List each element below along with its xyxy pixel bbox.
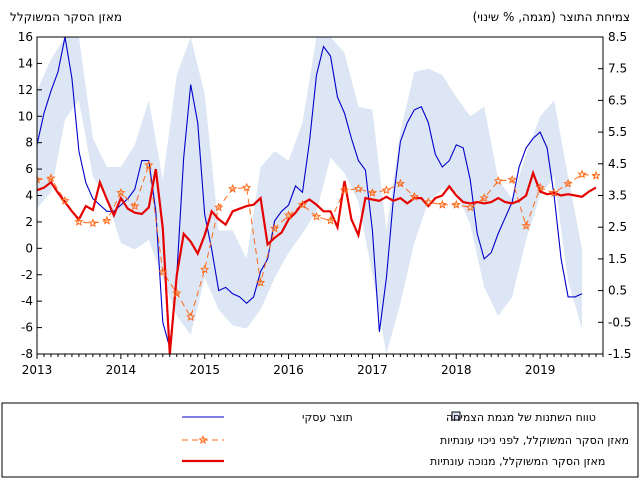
x-tick-label: 2016 bbox=[273, 363, 304, 377]
nsa-point bbox=[130, 201, 140, 211]
nsa-point bbox=[409, 191, 420, 201]
left-tick-label: 16 bbox=[18, 30, 33, 44]
series-lines-group bbox=[37, 37, 597, 354]
right-tick-label: 8.5 bbox=[608, 30, 627, 44]
left-tick-label: -6 bbox=[21, 321, 33, 335]
nsa-point bbox=[60, 195, 70, 205]
nsa-point bbox=[381, 185, 392, 195]
left-tick-label: 2 bbox=[25, 215, 33, 229]
nsa-point bbox=[46, 173, 56, 183]
nsa-point bbox=[158, 267, 168, 277]
nsa-point bbox=[255, 277, 266, 287]
legend: טווח השתנות של מגמת הצמיחה תוצר עסקי מאזן … bbox=[182, 411, 629, 468]
right-tick-label: 6.5 bbox=[608, 93, 627, 107]
right-tick-label: 2.5 bbox=[608, 220, 627, 234]
legend-nsa-label: מאזן הסקר המשוקלל, לפני ניכוי עונתיות bbox=[440, 434, 629, 447]
nsa-point bbox=[367, 188, 377, 197]
right-axis-ticks: -1.5 -0.5 0.5 1.5 2.5 3.5 4.5 5.5 6.5 7.5 8.5 bbox=[598, 30, 631, 361]
nsa-point bbox=[549, 188, 559, 197]
survey-sa-line bbox=[37, 168, 597, 354]
nsa-point bbox=[437, 199, 447, 209]
nsa-point bbox=[227, 183, 238, 193]
left-tick-label: -2 bbox=[21, 268, 33, 282]
nsa-point bbox=[214, 202, 224, 212]
nsa-point bbox=[144, 160, 154, 170]
survey-nsa-line bbox=[37, 164, 597, 319]
x-tick-label: 2017 bbox=[357, 363, 388, 377]
nsa-point bbox=[88, 218, 98, 228]
nsa-point bbox=[479, 193, 489, 203]
legend-nsa-marker bbox=[198, 435, 208, 444]
left-tick-label: 8 bbox=[25, 136, 33, 150]
nsa-point bbox=[535, 182, 545, 192]
nsa-point bbox=[521, 220, 531, 230]
nsa-point bbox=[339, 185, 350, 195]
nsa-point bbox=[283, 210, 294, 220]
nsa-point bbox=[395, 178, 406, 188]
legend-gdp-label: תוצר עסקי bbox=[302, 411, 353, 424]
right-tick-label: 5.5 bbox=[608, 125, 627, 139]
business-gdp-line bbox=[37, 37, 583, 348]
nsa-point bbox=[465, 202, 475, 212]
x-axis-ticks: 2013 2014 2015 2016 2017 2018 2019 bbox=[22, 354, 604, 377]
nsa-point bbox=[325, 215, 336, 225]
x-tick-label: 2019 bbox=[525, 363, 556, 377]
right-axis-title: צמיחת התוצר (מגמה, % שינוי) bbox=[472, 10, 630, 24]
nsa-point bbox=[241, 182, 252, 192]
left-tick-label: 12 bbox=[18, 83, 33, 97]
nsa-point bbox=[37, 174, 42, 184]
nsa-point bbox=[269, 223, 280, 233]
left-tick-label: 14 bbox=[18, 56, 33, 70]
left-tick-label: 10 bbox=[18, 109, 33, 123]
nsa-point bbox=[116, 188, 126, 197]
nsa-point bbox=[297, 199, 308, 209]
left-axis-ticks: -8 -6 -4 -2 0 2 4 6 8 10 12 14 16 bbox=[18, 30, 42, 361]
growth-range-band-group bbox=[37, 37, 582, 354]
right-tick-label: -1.5 bbox=[608, 347, 631, 361]
left-tick-label: 6 bbox=[25, 162, 33, 176]
right-tick-label: 1.5 bbox=[608, 252, 627, 266]
nsa-point bbox=[423, 197, 433, 207]
x-tick-label: 2014 bbox=[106, 363, 137, 377]
nsa-point bbox=[507, 174, 517, 184]
nsa-point bbox=[102, 215, 112, 225]
legend-frame bbox=[1, 402, 639, 478]
nsa-point bbox=[186, 312, 196, 321]
legend-sa-label: מאזן הסקר המשוקלל, מנוכה עונתיות bbox=[430, 455, 605, 468]
right-tick-label: 4.5 bbox=[608, 157, 627, 171]
left-tick-label: 4 bbox=[25, 189, 33, 203]
x-tick-label: 2018 bbox=[441, 363, 472, 377]
x-tick-label: 2013 bbox=[22, 363, 53, 377]
nsa-point bbox=[577, 169, 587, 179]
x-tick-label: 2015 bbox=[189, 363, 220, 377]
right-tick-label: 0.5 bbox=[608, 284, 627, 298]
left-tick-label: 0 bbox=[25, 241, 33, 255]
nsa-point bbox=[311, 211, 322, 221]
nsa-point bbox=[591, 170, 601, 180]
nsa-markers-group bbox=[37, 160, 601, 321]
right-tick-label: 3.5 bbox=[608, 189, 627, 203]
legend-band-label: טווח השתנות של מגמת הצמיחה bbox=[446, 411, 596, 424]
nsa-point bbox=[353, 183, 364, 193]
nsa-point bbox=[74, 216, 84, 226]
right-tick-label: 7.5 bbox=[608, 62, 627, 76]
left-tick-label: -8 bbox=[21, 347, 33, 361]
right-tick-label: -0.5 bbox=[608, 315, 631, 329]
nsa-point bbox=[493, 176, 503, 185]
growth-range-band bbox=[37, 37, 582, 354]
nsa-point bbox=[172, 288, 182, 298]
legend-band-swatch bbox=[451, 411, 461, 421]
left-tick-label: -4 bbox=[21, 294, 33, 308]
nsa-point bbox=[563, 178, 573, 188]
nsa-point bbox=[200, 264, 210, 274]
nsa-point bbox=[451, 199, 461, 209]
left-axis-title: מאזן הסקר המשוקלל bbox=[10, 10, 123, 24]
